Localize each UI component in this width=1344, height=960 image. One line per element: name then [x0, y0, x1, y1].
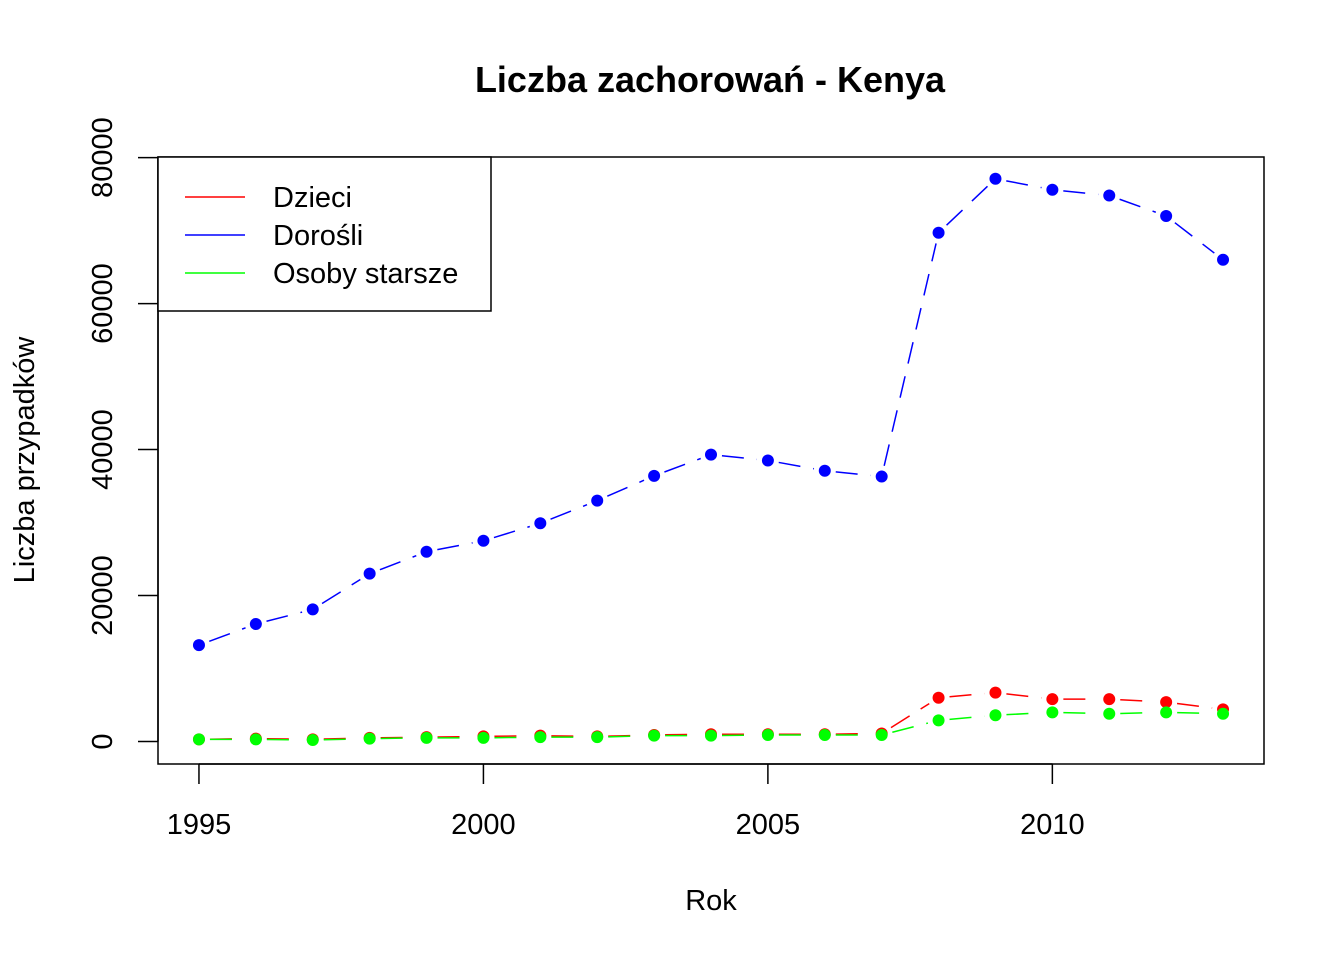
- series-2: [192, 706, 1230, 747]
- series-1-point-4: [420, 545, 433, 558]
- series-1-point-1: [249, 618, 262, 631]
- series-0-point-15: [1046, 693, 1059, 706]
- series-2-segment-2: [323, 738, 359, 741]
- series-0-segment-12: [890, 702, 930, 729]
- chart-title: Liczba zachorowań - Kenya: [475, 59, 946, 100]
- legend: Dzieci Dorośli Osoby starsze: [157, 156, 492, 312]
- series-1-point-0: [192, 639, 205, 652]
- series-1-segment-7: [606, 479, 645, 497]
- series-1-segment-4: [437, 542, 473, 551]
- series-2-segment-15: [1063, 711, 1099, 715]
- y-tick-label-0: 0: [87, 733, 119, 749]
- series-2-point-8: [648, 729, 661, 742]
- series-0-segment-17: [1176, 702, 1213, 709]
- legend-label-1: Dorośli: [273, 220, 363, 252]
- series-0-point-13: [932, 691, 945, 704]
- series-1-point-11: [818, 464, 831, 477]
- series-1-segment-13: [946, 185, 989, 226]
- series-1-segment-2: [321, 578, 361, 605]
- series-2-point-6: [534, 731, 547, 744]
- series-1-segment-15: [1063, 190, 1099, 196]
- series-1-segment-5: [493, 525, 531, 539]
- x-tick-label-1: 2000: [451, 809, 516, 841]
- series-1-point-17: [1160, 209, 1173, 222]
- series-2-segment-14: [1006, 712, 1042, 716]
- y-axis-label: Liczba przypadków: [9, 336, 41, 584]
- series-1-point-13: [932, 226, 945, 239]
- series-1-point-8: [648, 469, 661, 482]
- series-1-point-3: [363, 567, 376, 580]
- series-2-point-11: [818, 728, 831, 741]
- legend-box: [157, 156, 492, 312]
- series-1-point-16: [1103, 189, 1116, 202]
- series-1-point-14: [989, 172, 1002, 185]
- series-1-segment-17: [1174, 222, 1215, 254]
- series-1-point-9: [705, 448, 717, 461]
- x-axis-label: Rok: [685, 885, 737, 917]
- series-1-point-2: [306, 603, 319, 616]
- series-2-point-4: [420, 731, 433, 744]
- y-tick-label-3: 60000: [87, 263, 119, 344]
- series-1-segment-11: [835, 471, 871, 477]
- series-1-segment-8: [664, 457, 701, 473]
- series-2-point-14: [989, 709, 1002, 722]
- series-2-point-3: [363, 732, 376, 745]
- series-2-point-12: [875, 728, 888, 741]
- series-2-point-16: [1103, 707, 1116, 720]
- series-2-point-7: [591, 731, 604, 744]
- series-1-point-12: [875, 470, 888, 483]
- series-1-segment-16: [1119, 198, 1157, 213]
- series-2-point-5: [477, 731, 490, 744]
- series-0-point-17: [1160, 696, 1173, 709]
- series-1-segment-12: [883, 243, 937, 467]
- series-2-segment-17: [1177, 711, 1213, 715]
- series-1-segment-6: [550, 504, 588, 520]
- y-tick-label-1: 20000: [87, 555, 119, 636]
- series-2-point-10: [761, 728, 774, 741]
- series-2-point-18: [1217, 707, 1230, 720]
- series-1-segment-14: [1006, 180, 1042, 189]
- x-tick-label-0: 1995: [167, 809, 232, 841]
- x-tick-label-2: 2005: [736, 809, 801, 841]
- series-0-point-16: [1103, 693, 1116, 706]
- series-0-segment-13: [949, 692, 985, 698]
- series-2-point-9: [705, 729, 717, 742]
- series-2-point-1: [249, 733, 262, 746]
- x-tick-label-3: 2010: [1020, 809, 1085, 841]
- series-2-point-13: [932, 714, 945, 727]
- series-2-segment-12: [892, 722, 929, 733]
- series-2-point-2: [306, 734, 319, 747]
- series-2-segment-13: [949, 715, 985, 721]
- series-1: [192, 172, 1230, 652]
- series-1-point-7: [591, 494, 604, 507]
- axes: 1995 2000 2005 2010 0 20000 40000 60000 80000: [87, 117, 1085, 841]
- series-group: [192, 172, 1230, 747]
- y-tick-label-4: 80000: [87, 117, 119, 198]
- series-1-point-10: [761, 454, 774, 467]
- series-1-point-6: [534, 517, 547, 530]
- series-1-segment-1: [266, 611, 303, 622]
- series-0-segment-16: [1120, 698, 1156, 703]
- series-2-point-15: [1046, 706, 1059, 719]
- series-0-segment-14: [1006, 693, 1042, 699]
- series-1-point-5: [477, 534, 490, 547]
- series-2-segment-7: [608, 735, 644, 738]
- series-2-point-0: [192, 733, 205, 746]
- series-1-point-15: [1046, 183, 1059, 196]
- legend-label-2: Osoby starsze: [273, 258, 458, 290]
- series-1-segment-3: [379, 554, 417, 571]
- series-1-segment-9: [721, 455, 758, 461]
- series-2-segment-16: [1120, 711, 1156, 715]
- series-2-point-17: [1160, 706, 1173, 719]
- series-0-point-14: [989, 686, 1002, 699]
- series-1-segment-10: [778, 461, 815, 470]
- y-tick-label-2: 40000: [87, 409, 119, 490]
- series-1-segment-0: [209, 627, 246, 643]
- legend-label-0: Dzieci: [273, 182, 352, 214]
- series-1-point-18: [1217, 253, 1230, 266]
